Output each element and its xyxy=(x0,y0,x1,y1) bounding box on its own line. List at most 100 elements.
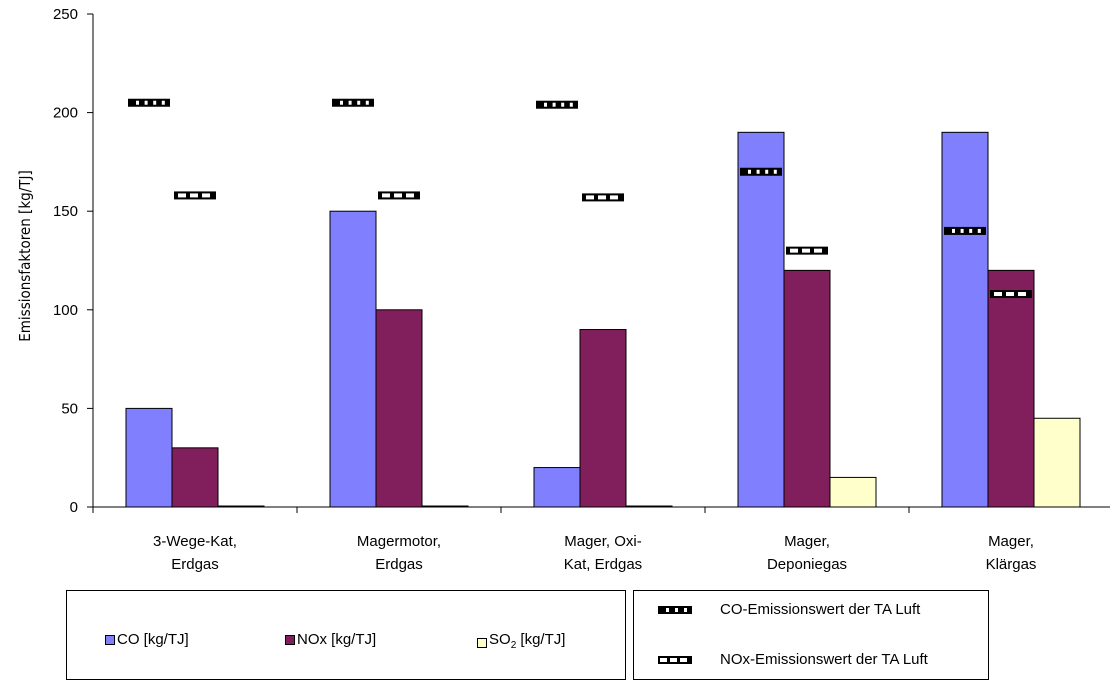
legend-swatch-nox-limit xyxy=(658,655,692,664)
bar-so2 xyxy=(625,505,673,508)
co-limit-marker-body xyxy=(536,100,578,109)
co-limit-marker-gap xyxy=(773,169,777,174)
co-limit-marker-gap xyxy=(952,228,955,233)
co-limit-marker-gap xyxy=(340,100,343,105)
co-limit-marker-gap xyxy=(153,100,157,105)
bar-nox xyxy=(171,447,219,508)
nox-limit-marker xyxy=(174,191,216,200)
co-limit-marker-body xyxy=(128,98,170,107)
co-limit-marker-gap xyxy=(357,100,361,105)
x-category-label: Erdgas xyxy=(171,556,219,573)
x-category-label: Mager, xyxy=(988,533,1034,550)
nox-limit-marker-gap xyxy=(178,193,186,198)
co-limit-marker-gap xyxy=(365,100,369,105)
nox-limit-marker-gap xyxy=(1018,292,1026,297)
bar-co xyxy=(737,131,785,508)
legend-item-co: CO [kg/TJ] xyxy=(105,631,189,648)
y-tick-label: 250 xyxy=(53,6,78,23)
nox-limit-marker xyxy=(582,193,624,202)
legend-item-so2: SO2 [kg/TJ] xyxy=(477,631,565,651)
x-axis: 3-Wege-Kat, Erdgas Magermotor, Erdgas Mager,… xyxy=(92,506,1110,573)
legend-label-so2: SO2 [kg/TJ] xyxy=(489,631,566,651)
co-limit-marker-gap xyxy=(161,100,165,105)
x-category-label: Mager, Oxi- xyxy=(564,533,642,550)
nox-limit-marker-gap xyxy=(790,248,798,253)
nox-limit-marker-gap xyxy=(586,195,594,200)
y-tick-label: 50 xyxy=(61,400,78,417)
legend-item-nox: NOx [kg/TJ] xyxy=(285,631,376,648)
legend-swatch-co xyxy=(105,635,115,645)
y-tick-label: 0 xyxy=(70,499,78,516)
bar-so2 xyxy=(829,476,877,508)
nox-limit-marker-gap xyxy=(394,193,402,198)
y-axis: 0 50 100 150 200 250 xyxy=(53,6,94,516)
co-limit-marker-gap xyxy=(348,100,352,105)
co-limit-marker-gap xyxy=(144,100,148,105)
legend-swatch-so2 xyxy=(477,638,487,648)
nox-limit-marker-gap xyxy=(382,193,390,198)
co-limit-marker xyxy=(944,226,986,235)
nox-limit-marker-gap xyxy=(406,193,414,198)
nox-limit-marker-gap xyxy=(994,292,1002,297)
legend-item-co-limit: CO-Emissionswert der TA Luft xyxy=(658,601,920,618)
x-category-label: Kat, Erdgas xyxy=(564,556,642,573)
bar-so2 xyxy=(217,505,265,508)
bar-so2 xyxy=(1033,417,1081,508)
y-tick-label: 150 xyxy=(53,203,78,220)
bar-co xyxy=(125,407,173,508)
bar-nox xyxy=(579,329,627,508)
nox-limit-marker-gap xyxy=(202,193,210,198)
legend-label-co: CO [kg/TJ] xyxy=(117,631,189,648)
nox-limit-marker xyxy=(378,191,420,200)
nox-limit-marker xyxy=(990,290,1032,299)
y-tick-label: 100 xyxy=(53,302,78,319)
co-limit-marker-gap xyxy=(136,100,139,105)
co-limit-marker xyxy=(128,98,170,107)
nox-limit-marker-gap xyxy=(598,195,606,200)
x-category-label: Klärgas xyxy=(986,556,1037,573)
bar-co xyxy=(533,467,581,508)
series-legend: CO [kg/TJ] NOx [kg/TJ] SO2 [kg/TJ] xyxy=(66,590,626,680)
co-limit-marker-gap xyxy=(569,102,573,107)
y-axis-title: Emissionsfaktoren [kg/TJ] xyxy=(16,170,34,342)
x-category-label: 3-Wege-Kat, xyxy=(153,533,237,550)
co-limit-marker-gap xyxy=(977,228,981,233)
nox-limit-marker-gap xyxy=(1006,292,1014,297)
nox-limit-marker-gap xyxy=(190,193,198,198)
limit-legend: CO-Emissionswert der TA Luft NOx-Emissio… xyxy=(633,590,989,680)
nox-limit-marker-gap xyxy=(610,195,618,200)
co-limit-marker-body xyxy=(944,226,986,235)
bar-co xyxy=(329,210,377,508)
co-limit-marker-body xyxy=(332,98,374,107)
nox-limit-marker-gap xyxy=(802,248,810,253)
nox-limit-marker-gap xyxy=(814,248,822,253)
bar-co xyxy=(941,131,989,508)
bar-nox xyxy=(987,269,1035,508)
nox-limit-marker xyxy=(786,246,828,255)
bar-so2 xyxy=(421,505,469,508)
bars xyxy=(125,131,1081,508)
bar-nox xyxy=(375,309,423,508)
x-category-label: Mager, xyxy=(784,533,830,550)
co-limit-marker xyxy=(740,167,782,176)
bar-nox xyxy=(783,269,831,508)
co-limit-marker-gap xyxy=(765,169,769,174)
legend-swatch-nox xyxy=(285,635,295,645)
co-limit-marker-body xyxy=(740,167,782,176)
co-limit-marker-gap xyxy=(544,102,547,107)
legend-label-nox: NOx [kg/TJ] xyxy=(297,631,377,648)
x-category-label: Erdgas xyxy=(375,556,423,573)
co-limit-marker xyxy=(332,98,374,107)
co-limit-marker-gap xyxy=(748,169,751,174)
legend-swatch-co-limit xyxy=(658,605,692,614)
legend-item-nox-limit: NOx-Emissionswert der TA Luft xyxy=(658,651,928,668)
legend-label-co-limit: CO-Emissionswert der TA Luft xyxy=(720,601,921,618)
x-category-label: Deponiegas xyxy=(767,556,847,573)
y-tick-label: 200 xyxy=(53,105,78,122)
co-limit-marker-gap xyxy=(756,169,760,174)
legend-label-nox-limit: NOx-Emissionswert der TA Luft xyxy=(720,651,928,668)
co-limit-marker-gap xyxy=(960,228,964,233)
co-limit-marker-gap xyxy=(561,102,565,107)
co-limit-marker-gap xyxy=(969,228,973,233)
